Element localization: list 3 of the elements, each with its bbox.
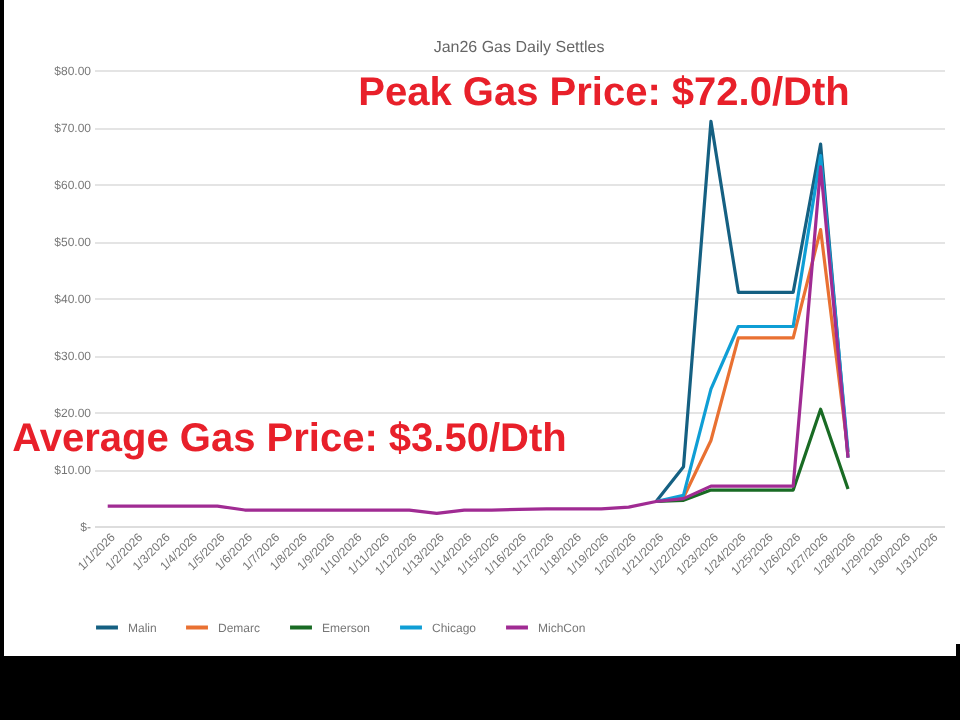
annotation: Average Gas Price: $3.50/Dth: [12, 417, 567, 462]
annotation: Peak Gas Price: $72.0/Dth: [358, 70, 850, 115]
chart-title: Jan26 Gas Daily Settles: [433, 38, 605, 56]
